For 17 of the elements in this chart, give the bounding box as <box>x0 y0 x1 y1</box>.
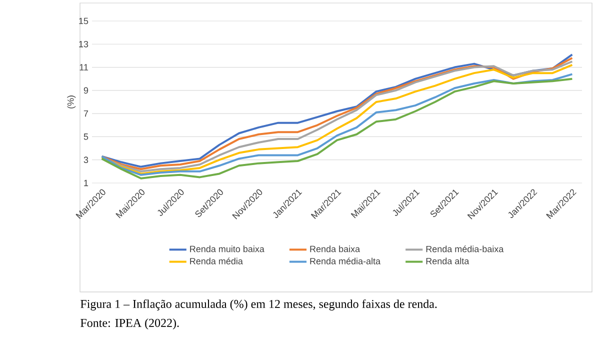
y-tick-label: 5 <box>84 134 88 140</box>
legend-label: Renda baixa <box>310 246 360 252</box>
y-tick-label: 13 <box>79 40 88 48</box>
text: Figura 1 – Inflação acumulada (%) em 12 meses, segundo faixas de renda. <box>80 299 437 310</box>
legend-label: Renda média <box>190 258 243 264</box>
y-tick-label: 1 <box>84 180 88 186</box>
y-tick-label: 15 <box>79 18 88 24</box>
y-tick-label: 9 <box>84 87 88 94</box>
y-axis-title: (%) <box>67 96 76 108</box>
legend-label: Renda alta <box>426 258 470 264</box>
source-note: Fonte: IPEA (2022). <box>80 318 179 330</box>
y-tick-label: 11 <box>80 64 88 70</box>
legend-label: Renda muito baixa <box>190 246 264 252</box>
y-tick-label: 7 <box>84 110 88 117</box>
legend-label: Renda média-baixa <box>426 246 504 252</box>
legend-label: Renda média-alta <box>310 258 381 264</box>
y-tick-label: 3 <box>84 156 88 164</box>
